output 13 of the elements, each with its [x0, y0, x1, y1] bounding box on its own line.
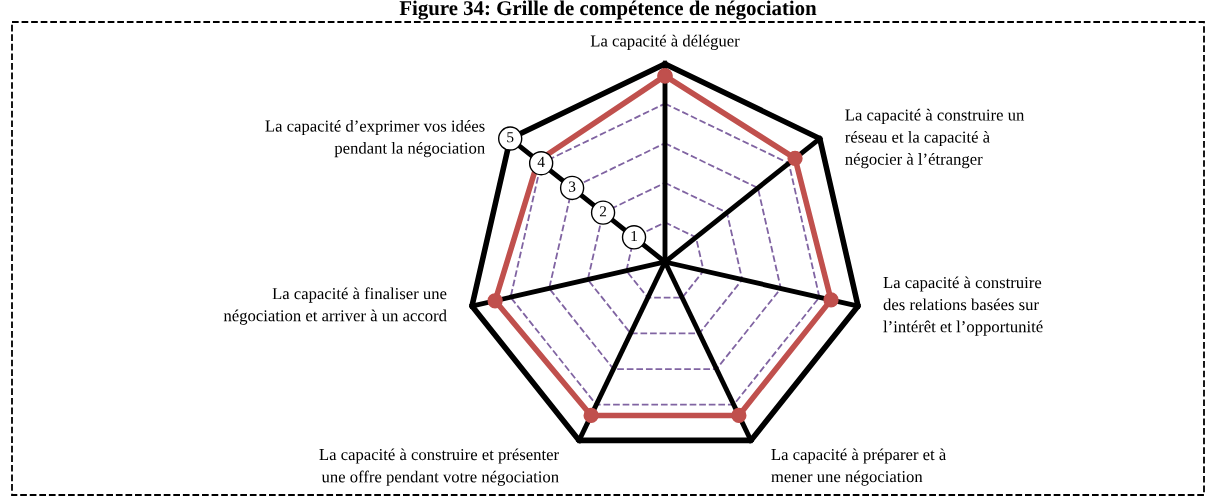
y-tick-label: 1 — [631, 230, 637, 241]
spoke-label: La capacité à construire un réseau et la capacité à négocier à l’étranger — [845, 108, 1025, 169]
spoke-label: La capacité à déléguer — [590, 34, 740, 50]
y-tick-label: 2 — [599, 206, 607, 217]
y-tick-label: 3 — [569, 181, 576, 192]
chart-title: Figure 34: Grille de compétence de négociation — [399, 0, 817, 20]
y-tick-label: 4 — [537, 156, 545, 167]
spoke-label: La capacité à préparer et à mener une négociation — [771, 448, 947, 486]
spoke-label: La capacité à finaliser une négociation et arriver à un accord — [223, 287, 447, 325]
y-tick-label: 5 — [507, 132, 514, 143]
spoke-label: La capacité à construire et présenter une offre pendant votre négociation — [319, 448, 559, 486]
spoke-label: La capacité d’exprimer vos idées pendant la négociation — [265, 119, 485, 158]
spoke-label: La capacité à construire des relations basées sur l’intérêt et l’opportunité — [883, 276, 1043, 336]
